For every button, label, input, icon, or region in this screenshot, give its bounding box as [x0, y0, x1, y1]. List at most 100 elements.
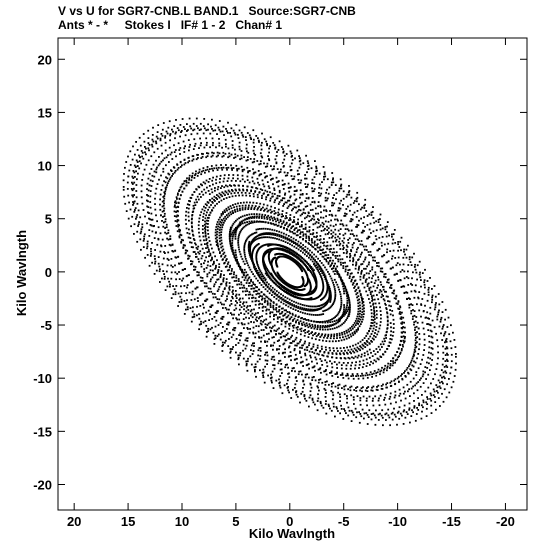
uv-point: [347, 191, 350, 194]
uv-point: [308, 323, 311, 325]
uv-point: [192, 158, 195, 161]
uv-point: [347, 239, 349, 241]
uv-point: [166, 264, 169, 267]
uv-point: [379, 321, 382, 323]
uv-point: [240, 269, 242, 271]
uv-point: [285, 222, 288, 225]
uv-point: [256, 272, 259, 275]
uv-point: [304, 183, 307, 185]
uv-point: [339, 318, 341, 321]
uv-point: [359, 304, 361, 307]
uv-point: [273, 318, 275, 321]
uv-point: [398, 355, 400, 358]
uv-point: [225, 265, 228, 268]
uv-point: [256, 360, 259, 363]
uv-point: [215, 240, 218, 243]
uv-point: [194, 266, 197, 268]
uv-point: [273, 189, 276, 191]
uv-point: [348, 237, 351, 240]
uv-point: [369, 250, 372, 253]
uv-point: [385, 337, 387, 339]
uv-point: [352, 282, 355, 284]
uv-point: [238, 205, 241, 207]
uv-point: [303, 334, 306, 337]
uv-point: [357, 295, 360, 298]
uv-point: [414, 290, 417, 293]
uv-point: [406, 291, 409, 294]
uv-point: [203, 270, 206, 273]
uv-point: [340, 367, 343, 370]
uv-point: [312, 271, 315, 273]
uv-point: [247, 293, 250, 296]
uv-point: [258, 282, 261, 284]
uv-point: [384, 413, 387, 416]
uv-point: [151, 145, 154, 148]
uv-point: [307, 242, 310, 244]
uv-point: [317, 222, 320, 224]
uv-point: [304, 340, 306, 343]
uv-point: [362, 260, 365, 263]
uv-point: [237, 244, 240, 246]
uv-point: [148, 217, 150, 220]
uv-point: [252, 290, 255, 293]
uv-point: [288, 345, 291, 348]
uv-point: [261, 213, 264, 216]
uv-point: [442, 357, 445, 360]
uv-point: [324, 251, 327, 254]
uv-point: [236, 261, 239, 264]
uv-point: [248, 291, 251, 293]
uv-point: [437, 391, 439, 394]
uv-point: [319, 336, 322, 338]
uv-point: [373, 282, 376, 284]
uv-point: [372, 230, 375, 233]
uv-point: [340, 279, 342, 281]
uv-point: [222, 180, 225, 183]
uv-point: [245, 364, 248, 367]
uv-point: [186, 130, 188, 132]
uv-point: [206, 141, 208, 144]
uv-point: [237, 202, 239, 205]
uv-point: [269, 248, 272, 251]
uv-point: [275, 248, 278, 250]
uv-point: [328, 294, 331, 296]
uv-point: [404, 416, 407, 419]
uv-point: [284, 201, 287, 204]
uv-point: [316, 238, 319, 241]
uv-point: [289, 214, 292, 216]
uv-point: [263, 192, 265, 195]
uv-point: [238, 308, 241, 311]
uv-point: [282, 330, 285, 332]
uv-point: [145, 153, 147, 156]
uv-point: [307, 326, 310, 329]
uv-point: [137, 172, 139, 175]
uv-point: [402, 335, 405, 338]
uv-point: [331, 236, 333, 239]
uv-point: [401, 311, 403, 314]
uv-point: [411, 318, 414, 320]
uv-point: [254, 366, 257, 368]
uv-point: [207, 236, 210, 239]
uv-point: [410, 387, 413, 390]
uv-point: [262, 280, 264, 282]
uv-point: [245, 316, 247, 319]
uv-point: [256, 160, 259, 162]
uv-point: [239, 253, 242, 256]
uv-point: [318, 192, 320, 194]
uv-point: [359, 340, 362, 343]
uv-point: [339, 277, 342, 280]
uv-point: [329, 360, 331, 363]
uv-point: [226, 269, 229, 272]
uv-point: [355, 263, 358, 265]
uv-point: [303, 294, 306, 296]
uv-point: [276, 317, 279, 320]
uv-point: [216, 151, 219, 154]
uv-point: [257, 137, 259, 140]
uv-point: [249, 251, 252, 253]
uv-point: [321, 333, 324, 336]
uv-point: [206, 243, 208, 245]
uv-point: [132, 145, 134, 148]
uv-point: [242, 343, 245, 346]
uv-point: [309, 209, 312, 211]
uv-point: [258, 191, 261, 193]
uv-point: [280, 285, 283, 288]
